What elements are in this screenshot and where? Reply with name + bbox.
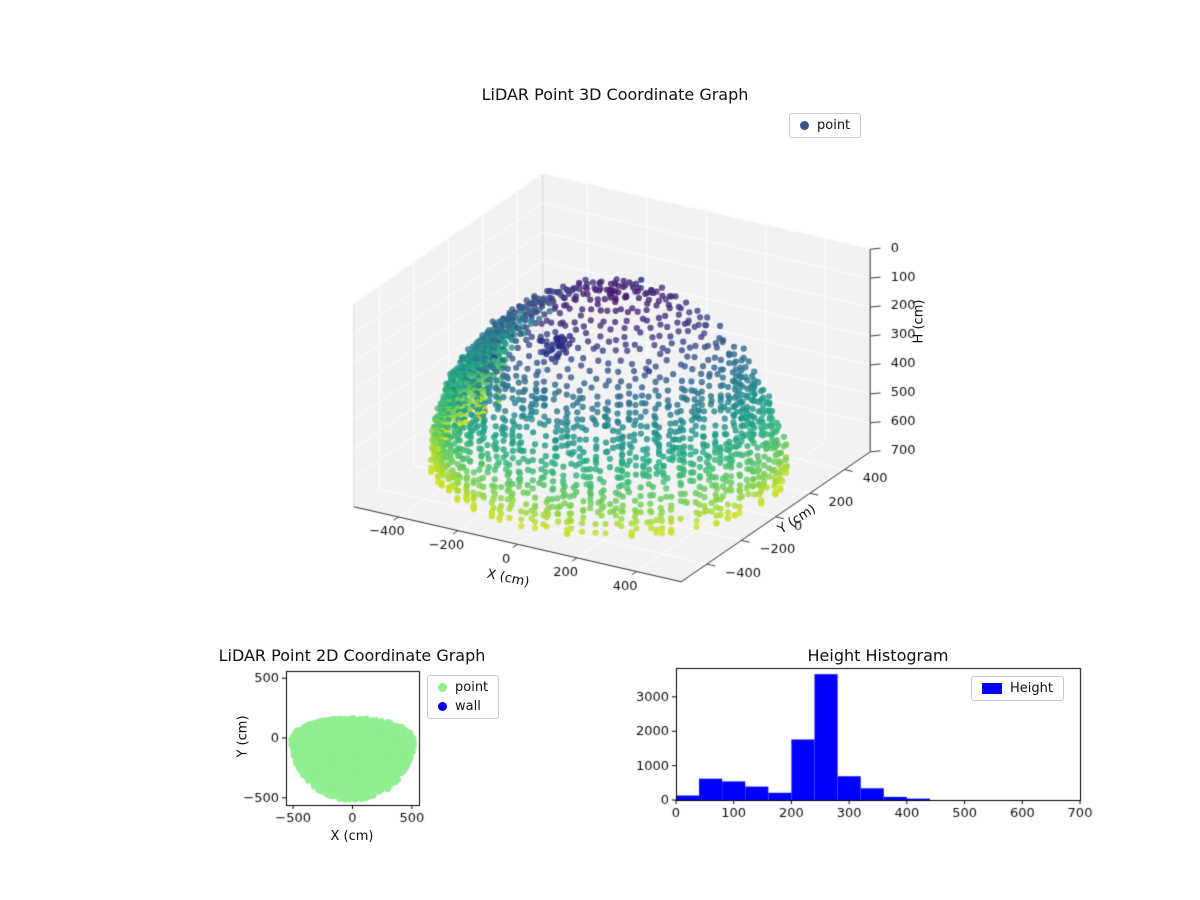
legend-entry-wall: wall — [438, 699, 488, 714]
height-marker-icon — [982, 683, 1002, 694]
legend-label-point: point — [817, 118, 851, 133]
scatter2d-xlabel: X (cm) — [330, 829, 374, 844]
scatter3d-zlabel: H (cm) — [911, 299, 927, 344]
wall-marker-icon — [438, 702, 447, 711]
scatter2d-ylabel: Y (cm) — [235, 715, 251, 758]
scatter3d-legend: point — [789, 113, 862, 138]
histogram-legend: Height — [971, 676, 1064, 701]
histogram-title: Height Histogram — [807, 646, 949, 665]
legend-label-wall: wall — [455, 699, 481, 714]
point-marker-icon — [800, 121, 809, 130]
legend-entry-point: point — [438, 680, 488, 695]
legend-label-point: point — [455, 680, 489, 695]
legend-entry-point: point — [800, 118, 850, 133]
scatter2d-title: LiDAR Point 2D Coordinate Graph — [218, 646, 486, 665]
legend-label-height: Height — [1010, 681, 1053, 696]
scatter3d-title: LiDAR Point 3D Coordinate Graph — [481, 85, 749, 104]
legend-entry-height: Height — [982, 681, 1053, 696]
point-marker-icon — [438, 683, 447, 692]
scatter2d-legend: point wall — [427, 675, 500, 719]
